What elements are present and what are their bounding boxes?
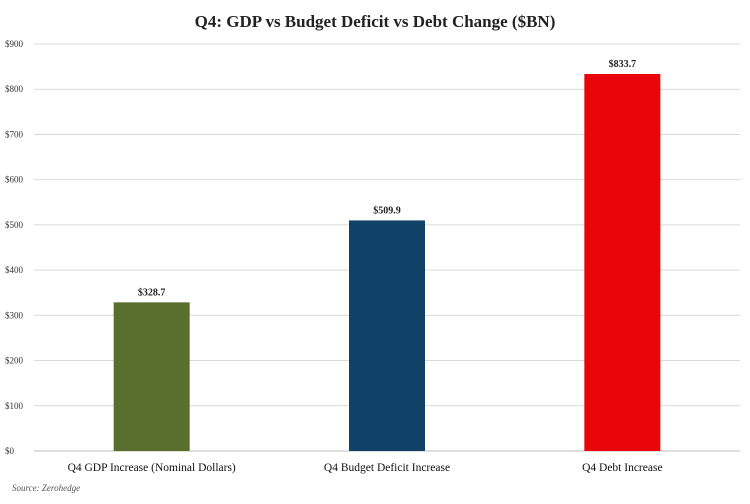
category-label: Q4 Debt Increase bbox=[582, 462, 662, 474]
y-tick-label: $200 bbox=[5, 356, 24, 366]
source-note: Source: Zerohedge bbox=[12, 483, 80, 493]
data-label: $509.9 bbox=[373, 205, 401, 216]
y-axis-ticks: $0 $100 $200 $300 $400 $500 $600 $700 $800 $900 bbox=[5, 39, 24, 456]
y-tick-label: $900 bbox=[5, 39, 24, 49]
category-label: Q4 Budget Deficit Increase bbox=[324, 462, 450, 474]
bar bbox=[584, 73, 661, 451]
y-tick-label: $500 bbox=[5, 220, 24, 230]
y-tick-label: $0 bbox=[5, 446, 15, 456]
y-tick-label: $600 bbox=[5, 175, 24, 185]
data-label: $328.7 bbox=[138, 287, 166, 298]
data-labels: $328.7 $509.9 $833.7 bbox=[138, 59, 636, 298]
bar bbox=[113, 302, 190, 451]
y-tick-label: $400 bbox=[5, 265, 24, 275]
y-tick-label: $300 bbox=[5, 310, 24, 320]
category-labels: Q4 GDP Increase (Nominal Dollars) Q4 Budg… bbox=[68, 462, 663, 474]
y-tick-label: $800 bbox=[5, 84, 24, 94]
y-tick-label: $700 bbox=[5, 129, 24, 139]
category-label: Q4 GDP Increase (Nominal Dollars) bbox=[68, 462, 236, 474]
data-label: $833.7 bbox=[609, 59, 637, 70]
y-tick-label: $100 bbox=[5, 401, 24, 411]
bars bbox=[113, 73, 661, 451]
chart-title: Q4: GDP vs Budget Deficit vs Debt Change… bbox=[195, 12, 556, 31]
bar bbox=[349, 220, 425, 451]
